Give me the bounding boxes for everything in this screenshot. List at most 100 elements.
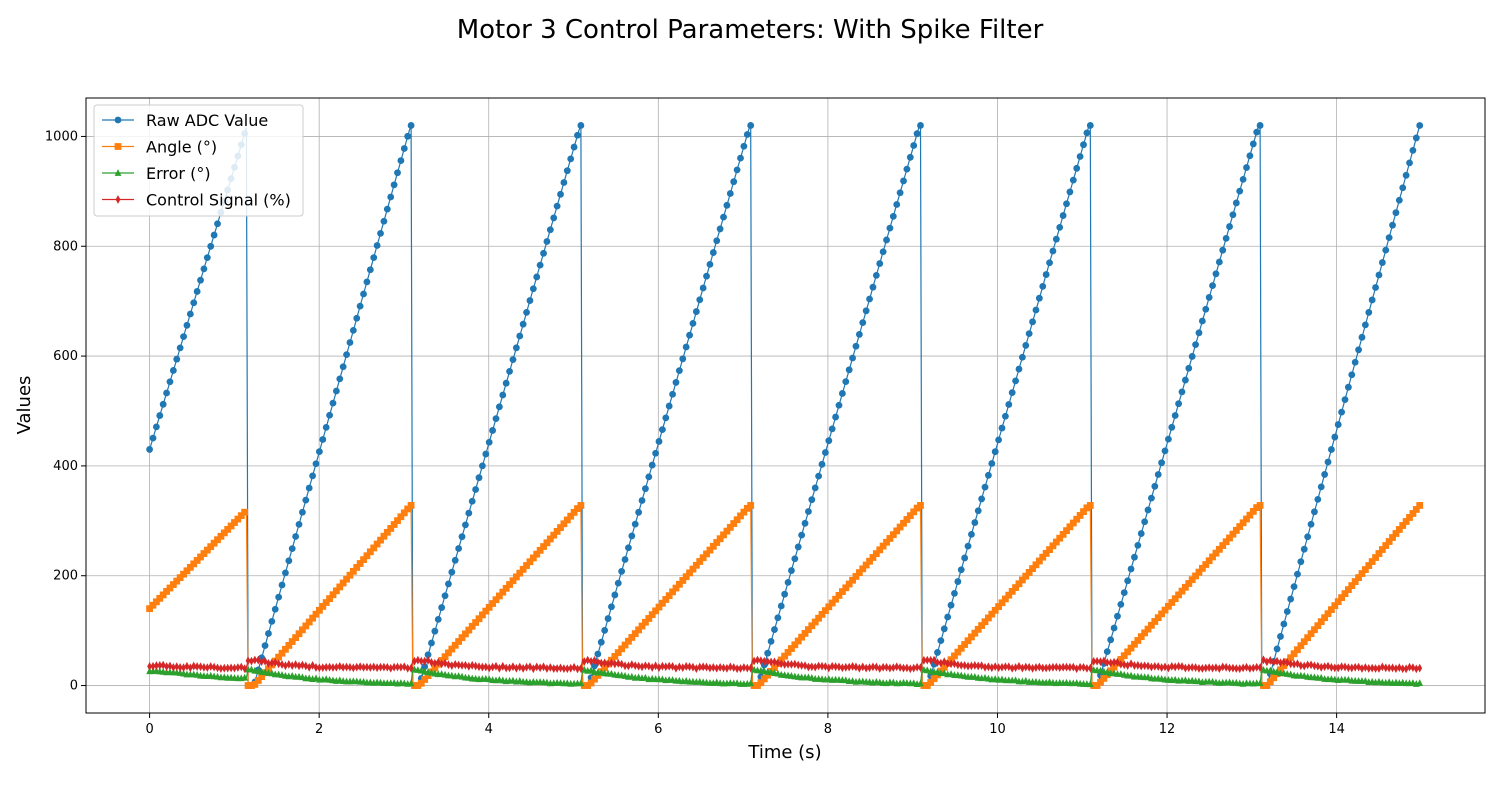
data-point [1142,661,1148,671]
data-point [492,596,500,604]
data-point [991,448,999,456]
data-point [621,641,629,649]
data-point [911,663,917,673]
data-point [1321,471,1329,478]
data-point [1294,646,1301,654]
data-point [778,659,784,669]
data-point [1127,565,1135,573]
data-point [485,603,493,611]
data-point [383,528,391,536]
data-point [768,657,774,667]
data-point [591,675,598,683]
data-point [166,378,174,386]
data-point [1181,376,1189,384]
data-point [251,681,259,688]
data-point [564,664,570,674]
data-point [962,661,968,670]
data-point [536,261,544,269]
data-point [1338,594,1346,602]
data-point [1118,659,1124,669]
data-point [988,460,996,467]
data-point [451,556,459,564]
data-point [1063,527,1070,535]
data-point [1012,377,1019,385]
data-point [180,333,187,340]
data-point [662,596,670,603]
data-point [466,661,472,671]
data-point [867,663,872,673]
data-point [1263,682,1271,689]
data-point [974,507,982,515]
data-point [906,153,914,161]
data-point [523,562,530,569]
data-point [1029,318,1036,326]
data-point [150,661,156,671]
data-point [448,645,456,653]
data-point [387,525,395,532]
data-point [227,522,235,530]
data-point [370,544,378,552]
data-point [1253,128,1261,136]
data-point [1005,591,1013,599]
data-point [1271,657,1277,667]
data-point [689,319,697,327]
data-point [835,401,843,409]
data-point [1298,661,1304,671]
data-point [672,584,680,592]
data-point [530,664,536,674]
data-point [1188,353,1196,360]
data-point [649,663,655,672]
data-point [713,237,721,245]
data-point [336,375,344,383]
data-point [261,642,269,650]
data-point [1103,648,1111,656]
data-point [1223,662,1229,672]
data-point [699,554,707,562]
data-point [944,613,952,621]
data-point [1240,663,1246,673]
data-point [446,660,451,670]
data-point [683,662,689,671]
data-point [1315,661,1321,671]
data-point [1069,176,1077,184]
data-point [1144,506,1152,514]
data-point [1148,621,1155,629]
data-point [608,603,615,611]
data-point [855,331,863,338]
data-point [775,658,781,668]
data-point [544,664,550,673]
data-point [656,663,662,672]
data-point [958,660,964,670]
data-point [173,355,181,363]
data-point [1300,545,1308,553]
data-point [163,389,170,397]
data-point [1195,568,1203,576]
data-point [395,662,400,672]
data-point [845,580,853,588]
data-point [811,484,819,492]
data-point [418,656,424,666]
data-point [1032,306,1040,314]
data-point [350,663,356,673]
data-point [1066,523,1074,531]
data-point [842,378,850,386]
data-point [699,284,707,292]
data-point [832,595,839,603]
data-point [822,607,829,614]
data-point [1066,188,1074,196]
data-point [771,664,778,671]
data-point [692,561,700,569]
data-point [890,663,896,673]
data-point [612,659,618,669]
data-point [1086,680,1094,688]
data-point [570,143,578,151]
x-tick-label: 14 [1328,722,1345,737]
data-point [639,662,645,672]
y-tick-label: 1000 [45,129,78,144]
data-point [366,266,374,274]
data-point [400,509,408,517]
data-point [575,664,580,674]
series-0 [146,122,1424,689]
data-point [652,449,660,457]
data-point [669,588,676,596]
